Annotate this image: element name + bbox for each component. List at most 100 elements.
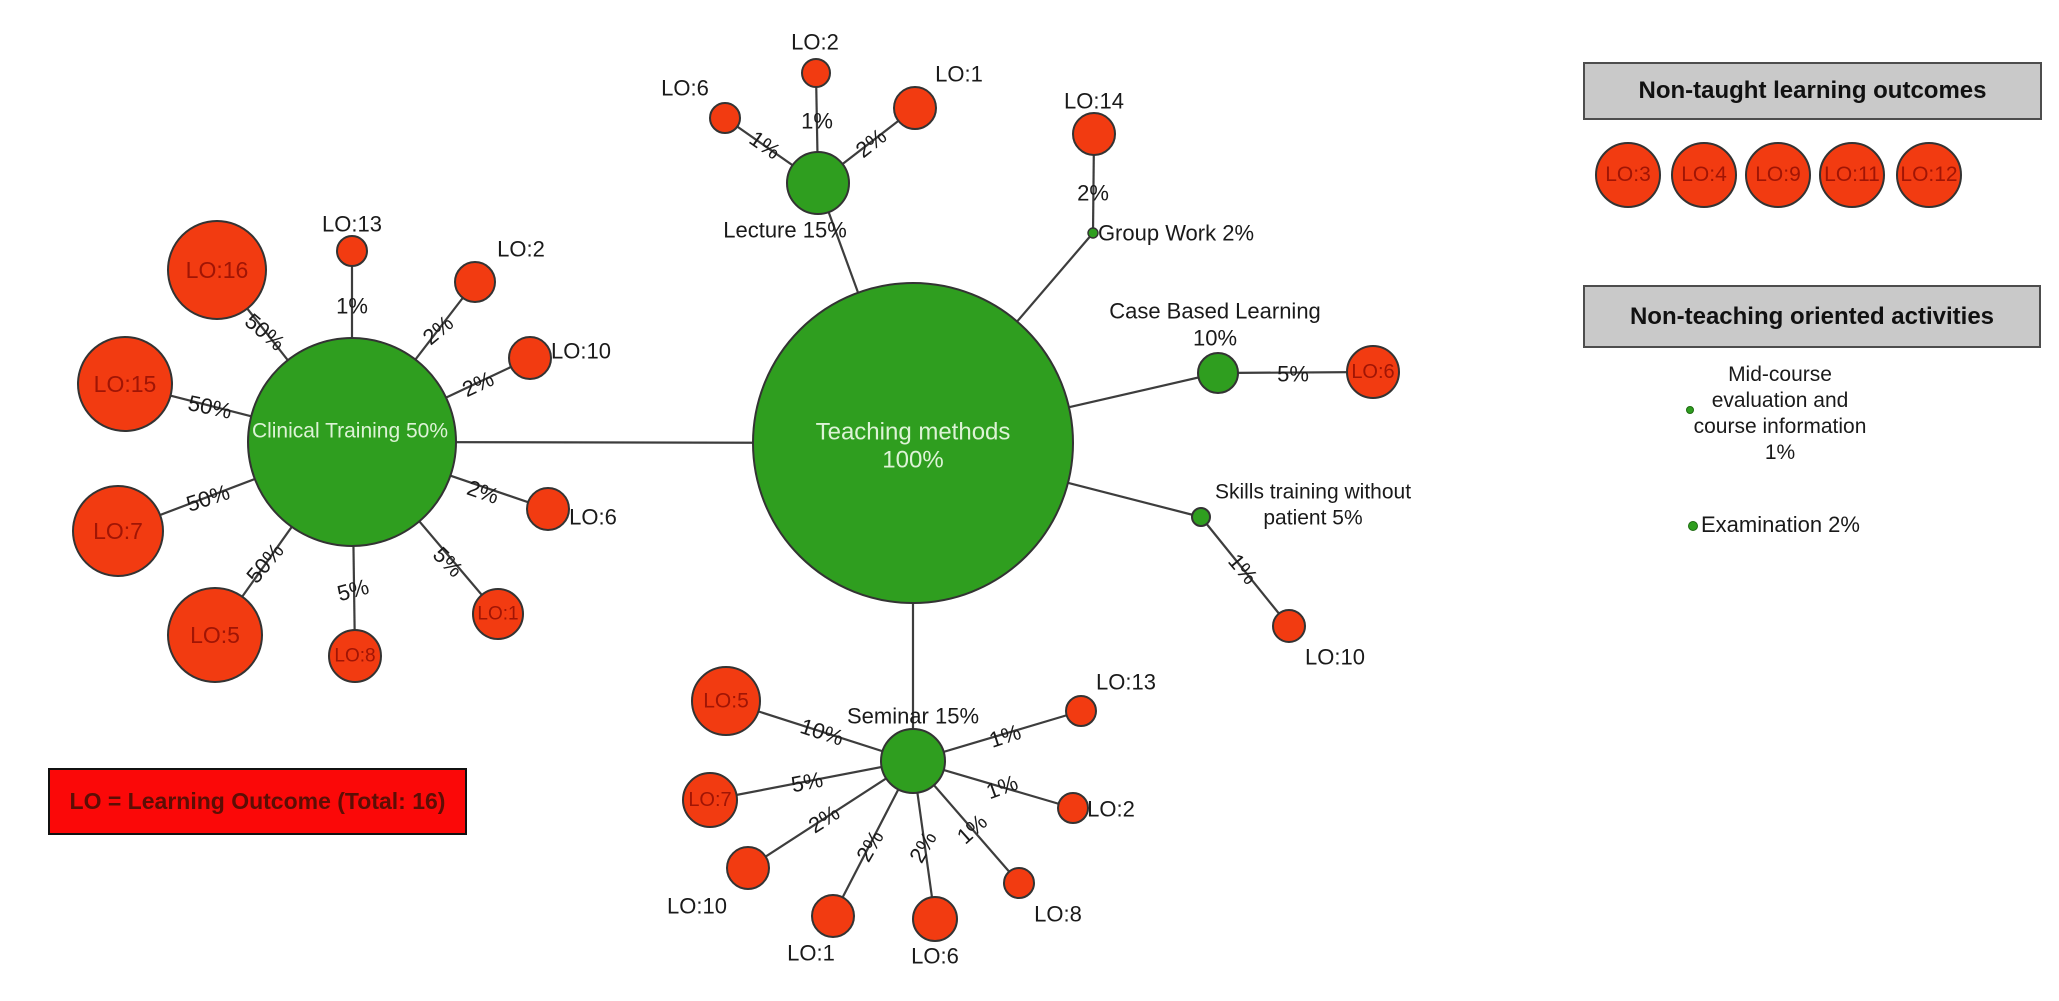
- node-ct-lo16: [167, 220, 267, 320]
- node-skills-training: [1191, 507, 1211, 527]
- node-label-sem-lo10: LO:10: [667, 894, 727, 919]
- node-label-teaching-methods: Teaching methods: [816, 419, 1011, 446]
- node-sem-lo8: [1003, 867, 1035, 899]
- node-label-lec-lo2: LO:2: [791, 30, 839, 55]
- node-label-lecture: Lecture 15%: [723, 218, 847, 243]
- mid-course-evaluation-line: Mid-course: [1728, 363, 1832, 386]
- node-label-ct-lo1: LO:1: [477, 604, 518, 625]
- edge-seminar--sem-lo7: [709, 759, 914, 802]
- node-label-clinical-training: Clinical Training 50%: [252, 420, 448, 443]
- legend-outcome-lo9: LO:9: [1745, 142, 1811, 208]
- edge-label-clinical-training--ct-lo16: 50%: [240, 308, 290, 355]
- node-label-ct-lo16: LO:16: [186, 257, 249, 283]
- node-group-work: [1087, 227, 1099, 239]
- node-ct-lo15: [77, 336, 173, 432]
- node-ct-lo10: [508, 336, 552, 380]
- edge-label-lecture--lec-lo1: 2%: [851, 123, 891, 162]
- edge-label-seminar--sem-lo10: 2%: [804, 800, 844, 838]
- node-ct-lo2: [454, 261, 496, 303]
- node-label-ct-lo8: LO:8: [334, 646, 375, 667]
- edge-label-seminar--sem-lo2: 1%: [983, 770, 1021, 804]
- edge-label-clinical-training--ct-lo8: 5%: [334, 574, 371, 606]
- legend-non-taught-box: Non-taught learning outcomes: [1583, 62, 2042, 120]
- node-gw-lo14: [1072, 112, 1116, 156]
- node-ct-lo6: [526, 487, 570, 531]
- node-label-group-work: Group Work 2%: [1098, 221, 1254, 246]
- lo-definition-note-text: LO = Learning Outcome (Total: 16): [69, 788, 446, 814]
- legend-outcome-lo11: LO:11: [1819, 142, 1885, 208]
- node-label-lec-lo6: LO:6: [661, 76, 709, 101]
- mid-course-evaluation-label: Mid-course evaluation and course informati…: [1630, 362, 1930, 466]
- node-label-sem-lo5: LO:5: [703, 690, 749, 713]
- node-ct-lo1: [472, 588, 524, 640]
- node-label-ct-lo15: LO:15: [94, 371, 157, 397]
- node-label-case-based-learning: 10%: [1193, 326, 1237, 351]
- lo-definition-note-box: LO = Learning Outcome (Total: 16): [48, 768, 467, 835]
- node-lec-lo2: [801, 58, 831, 88]
- examination-label: Examination 2%: [1701, 511, 1860, 537]
- node-sem-lo7: [682, 772, 738, 828]
- node-label-ct-lo7: LO:7: [93, 518, 143, 544]
- legend-non-teaching-box: Non-teaching oriented activities: [1583, 285, 2041, 348]
- node-label-cbl-lo6: LO:6: [1351, 361, 1394, 383]
- node-cbl-lo6: [1346, 345, 1400, 399]
- node-label-ct-lo2: LO:2: [497, 237, 545, 262]
- edge-label-clinical-training--ct-lo10: 2%: [458, 366, 497, 402]
- node-label-ct-lo6: LO:6: [569, 505, 617, 530]
- edge-label-lecture--lec-lo6: 1%: [745, 126, 785, 165]
- node-sem-lo6: [912, 896, 958, 942]
- edge-label-clinical-training--ct-lo7: 50%: [183, 479, 233, 516]
- node-ct-lo13: [336, 235, 368, 267]
- node-label-skills-training: patient 5%: [1263, 507, 1362, 530]
- node-label-sem-lo7: LO:7: [688, 789, 731, 811]
- node-sem-lo5: [691, 666, 761, 736]
- legend-non-taught-title: Non-taught learning outcomes: [1638, 77, 1987, 104]
- node-label-sem-lo8: LO:8: [1034, 902, 1082, 927]
- node-label-st-lo10: LO:10: [1305, 645, 1365, 670]
- node-label-ct-lo13: LO:13: [322, 212, 382, 237]
- node-label-sem-lo1: LO:1: [787, 941, 835, 966]
- node-label-sem-lo2: LO:2: [1087, 797, 1135, 822]
- legend-outcome-lo3: LO:3: [1595, 142, 1661, 208]
- mid-course-evaluation-line: evaluation and: [1711, 389, 1849, 412]
- node-ct-lo7: [72, 485, 164, 577]
- edge-label-clinical-training--ct-lo2: 2%: [418, 310, 458, 350]
- node-label-ct-lo5: LO:5: [190, 622, 240, 648]
- node-label-lec-lo1: LO:1: [935, 62, 983, 87]
- node-label-seminar: Seminar 15%: [847, 704, 979, 729]
- nodes-layer: [72, 58, 1400, 942]
- node-lec-lo6: [709, 102, 741, 134]
- node-label-skills-training: Skills training without: [1215, 481, 1411, 504]
- edge-label-seminar--sem-lo7: 5%: [789, 767, 825, 798]
- node-label-gw-lo14: LO:14: [1064, 89, 1124, 114]
- node-sem-lo13: [1065, 695, 1097, 727]
- node-ct-lo8: [328, 629, 382, 683]
- legend-outcome-lo4: LO:4: [1671, 142, 1737, 208]
- edge-label-lecture--lec-lo2: 1%: [801, 109, 833, 134]
- edge-label-clinical-training--ct-lo6: 2%: [464, 475, 502, 509]
- edge-label-seminar--sem-lo5: 10%: [797, 713, 847, 750]
- edge-label-seminar--sem-lo8: 1%: [952, 809, 992, 849]
- examination-dot-icon: [1688, 521, 1698, 531]
- edge-label-clinical-training--ct-lo1: 5%: [428, 542, 468, 582]
- node-label-case-based-learning: Case Based Learning: [1109, 299, 1321, 324]
- legend-non-teaching-title: Non-teaching oriented activities: [1629, 302, 1995, 330]
- node-label-ct-lo10: LO:10: [551, 339, 611, 364]
- edge-label-case-based-learning--cbl-lo6: 5%: [1277, 362, 1309, 387]
- edge-label-clinical-training--ct-lo15: 50%: [186, 390, 234, 424]
- legend-outcome-lo12: LO:12: [1896, 142, 1962, 208]
- edge-label-seminar--sem-lo6: 2%: [904, 827, 942, 867]
- node-sem-lo10: [726, 846, 770, 890]
- edge-label-seminar--sem-lo1: 2%: [851, 826, 889, 866]
- edge-label-clinical-training--ct-lo5: 50%: [241, 538, 288, 588]
- edge-skills-training--st-lo10: [1200, 516, 1290, 627]
- edge-label-clinical-training--ct-lo13: 1%: [336, 294, 368, 319]
- node-lecture: [786, 151, 850, 215]
- node-label-teaching-methods: 100%: [882, 447, 943, 474]
- mid-course-evaluation-line: course information: [1693, 415, 1867, 438]
- node-st-lo10: [1272, 609, 1306, 643]
- edge-label-group-work--gw-lo14: 2%: [1077, 181, 1109, 206]
- node-sem-lo2: [1057, 792, 1089, 824]
